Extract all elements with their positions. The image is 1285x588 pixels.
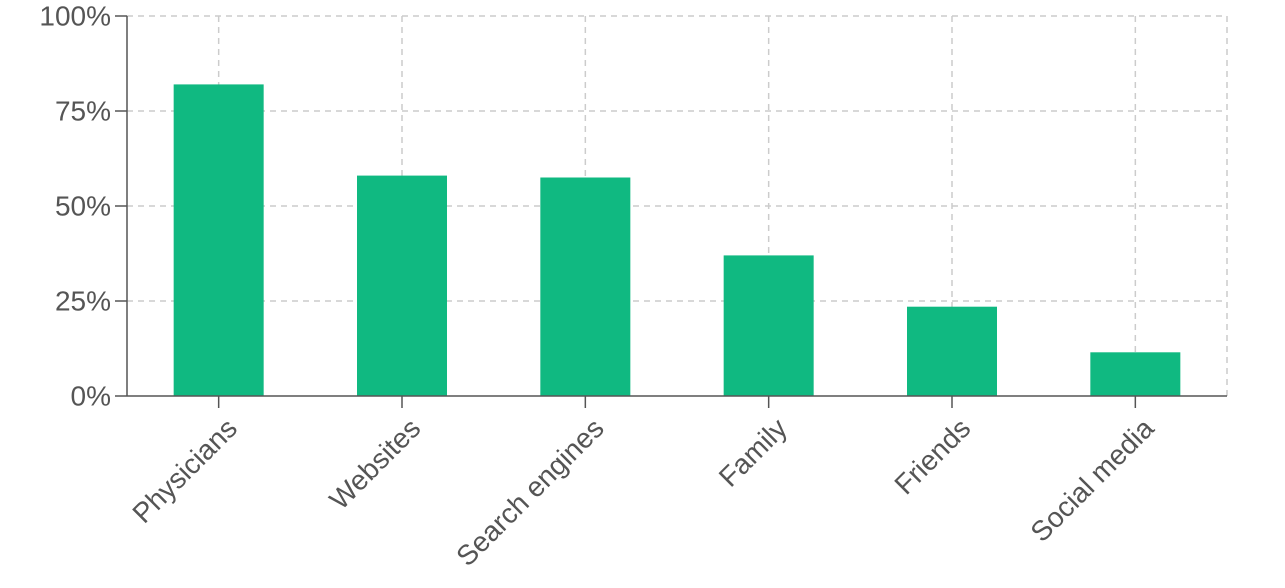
bar — [173, 84, 264, 397]
bar — [723, 255, 814, 396]
bar — [1090, 352, 1181, 396]
x-tick-label: Friends — [888, 412, 976, 500]
y-tick-label: 100% — [39, 1, 111, 32]
x-tick-label: Websites — [323, 412, 426, 515]
bar — [907, 306, 997, 396]
x-tick-label: Physicians — [126, 412, 243, 529]
x-tick-label: Social media — [1024, 412, 1160, 548]
x-tick-label: Family — [713, 412, 793, 492]
grid-lines — [127, 15, 1228, 396]
bar — [540, 177, 631, 396]
y-tick-label: 75% — [55, 96, 111, 127]
x-tick-label: Search engines — [450, 412, 610, 572]
axes — [115, 15, 1227, 408]
y-tick-label: 50% — [55, 191, 111, 222]
y-tick-label: 0% — [71, 381, 111, 412]
y-tick-label: 25% — [55, 286, 111, 317]
bars — [173, 84, 1181, 397]
bar — [357, 175, 447, 396]
